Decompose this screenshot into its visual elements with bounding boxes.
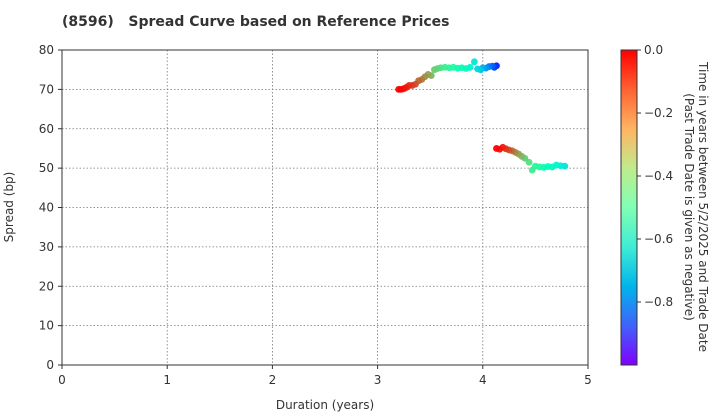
x-tick-label: 0 (58, 373, 66, 387)
colorbar-tick-label: 0.0 (644, 43, 663, 57)
chart-title: (8596) Spread Curve based on Reference P… (62, 14, 450, 30)
colorbar-ticks: 0.0 −0.2 −0.4 −0.6 −0.8 (637, 43, 673, 309)
data-point (470, 58, 478, 66)
colorbar-label-line2: (Past Trade Date is given as negative) (682, 93, 696, 321)
colorbar-tick-label: −0.6 (644, 232, 673, 246)
data-point (474, 65, 481, 73)
y-tick-label: 30 (39, 240, 54, 254)
data-point (431, 66, 438, 74)
x-tick-label: 4 (479, 373, 487, 387)
colorbar-tick-label: −0.8 (644, 295, 673, 309)
x-tick-label: 5 (584, 373, 592, 387)
grid-lines (62, 50, 588, 365)
y-tick-label: 80 (39, 43, 54, 57)
y-tick-label: 60 (39, 122, 54, 136)
colorbar (620, 49, 638, 366)
y-tick-label: 50 (39, 161, 54, 175)
y-tick-label: 40 (39, 201, 54, 215)
data-point (493, 145, 500, 152)
data-point (395, 85, 403, 93)
colorbar-tick-label: −0.4 (644, 169, 673, 183)
colorbar-label-line1: Time in years between 5/2/2025 and Trade… (696, 61, 710, 352)
colorbar-tick-label: −0.2 (644, 106, 673, 120)
y-tick-label: 0 (46, 358, 54, 372)
y-tick-label: 70 (39, 82, 54, 96)
x-tick-label: 1 (163, 373, 171, 387)
y-axis-label: Spread (bp) (2, 172, 16, 243)
y-tick-label: 20 (39, 279, 54, 293)
x-tick-label: 3 (374, 373, 382, 387)
x-axis-label: Duration (years) (276, 398, 374, 412)
y-tick-label: 10 (39, 319, 54, 333)
data-point (528, 166, 536, 174)
scatter-points (395, 58, 569, 174)
x-tick-label: 2 (269, 373, 277, 387)
